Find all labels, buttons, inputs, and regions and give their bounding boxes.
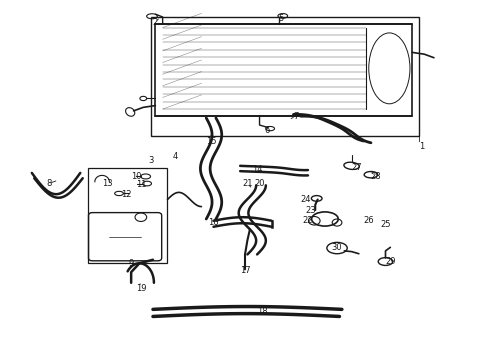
Text: 14: 14 (252, 165, 262, 174)
Text: 17: 17 (240, 266, 250, 275)
Text: 12: 12 (121, 190, 131, 199)
Bar (150, 17, 419, 136)
Text: 16: 16 (208, 218, 219, 227)
Text: 24: 24 (300, 195, 311, 204)
Text: 9: 9 (128, 259, 134, 268)
Text: 25: 25 (380, 220, 391, 229)
Text: 27: 27 (351, 163, 362, 172)
Text: 10: 10 (131, 172, 141, 181)
Text: 28: 28 (370, 172, 381, 181)
Text: 6: 6 (264, 126, 270, 135)
Text: 11: 11 (136, 180, 146, 189)
Text: 23: 23 (305, 206, 316, 215)
Text: 29: 29 (385, 257, 395, 266)
Text: 2: 2 (153, 18, 158, 27)
Text: 30: 30 (332, 243, 343, 252)
Text: 15: 15 (206, 136, 217, 145)
Text: 4: 4 (172, 153, 177, 162)
Text: 1: 1 (419, 142, 424, 151)
Text: 20: 20 (254, 179, 265, 188)
Text: 19: 19 (136, 284, 146, 293)
Text: 21: 21 (242, 179, 253, 188)
Text: 3: 3 (148, 156, 153, 165)
Text: 7: 7 (293, 112, 298, 121)
Text: 5: 5 (279, 14, 284, 23)
Text: 22: 22 (303, 216, 313, 225)
Bar (88, 168, 168, 263)
Text: 26: 26 (363, 216, 374, 225)
Text: 8: 8 (46, 179, 51, 188)
Text: 13: 13 (101, 179, 112, 188)
Text: 18: 18 (257, 307, 267, 316)
